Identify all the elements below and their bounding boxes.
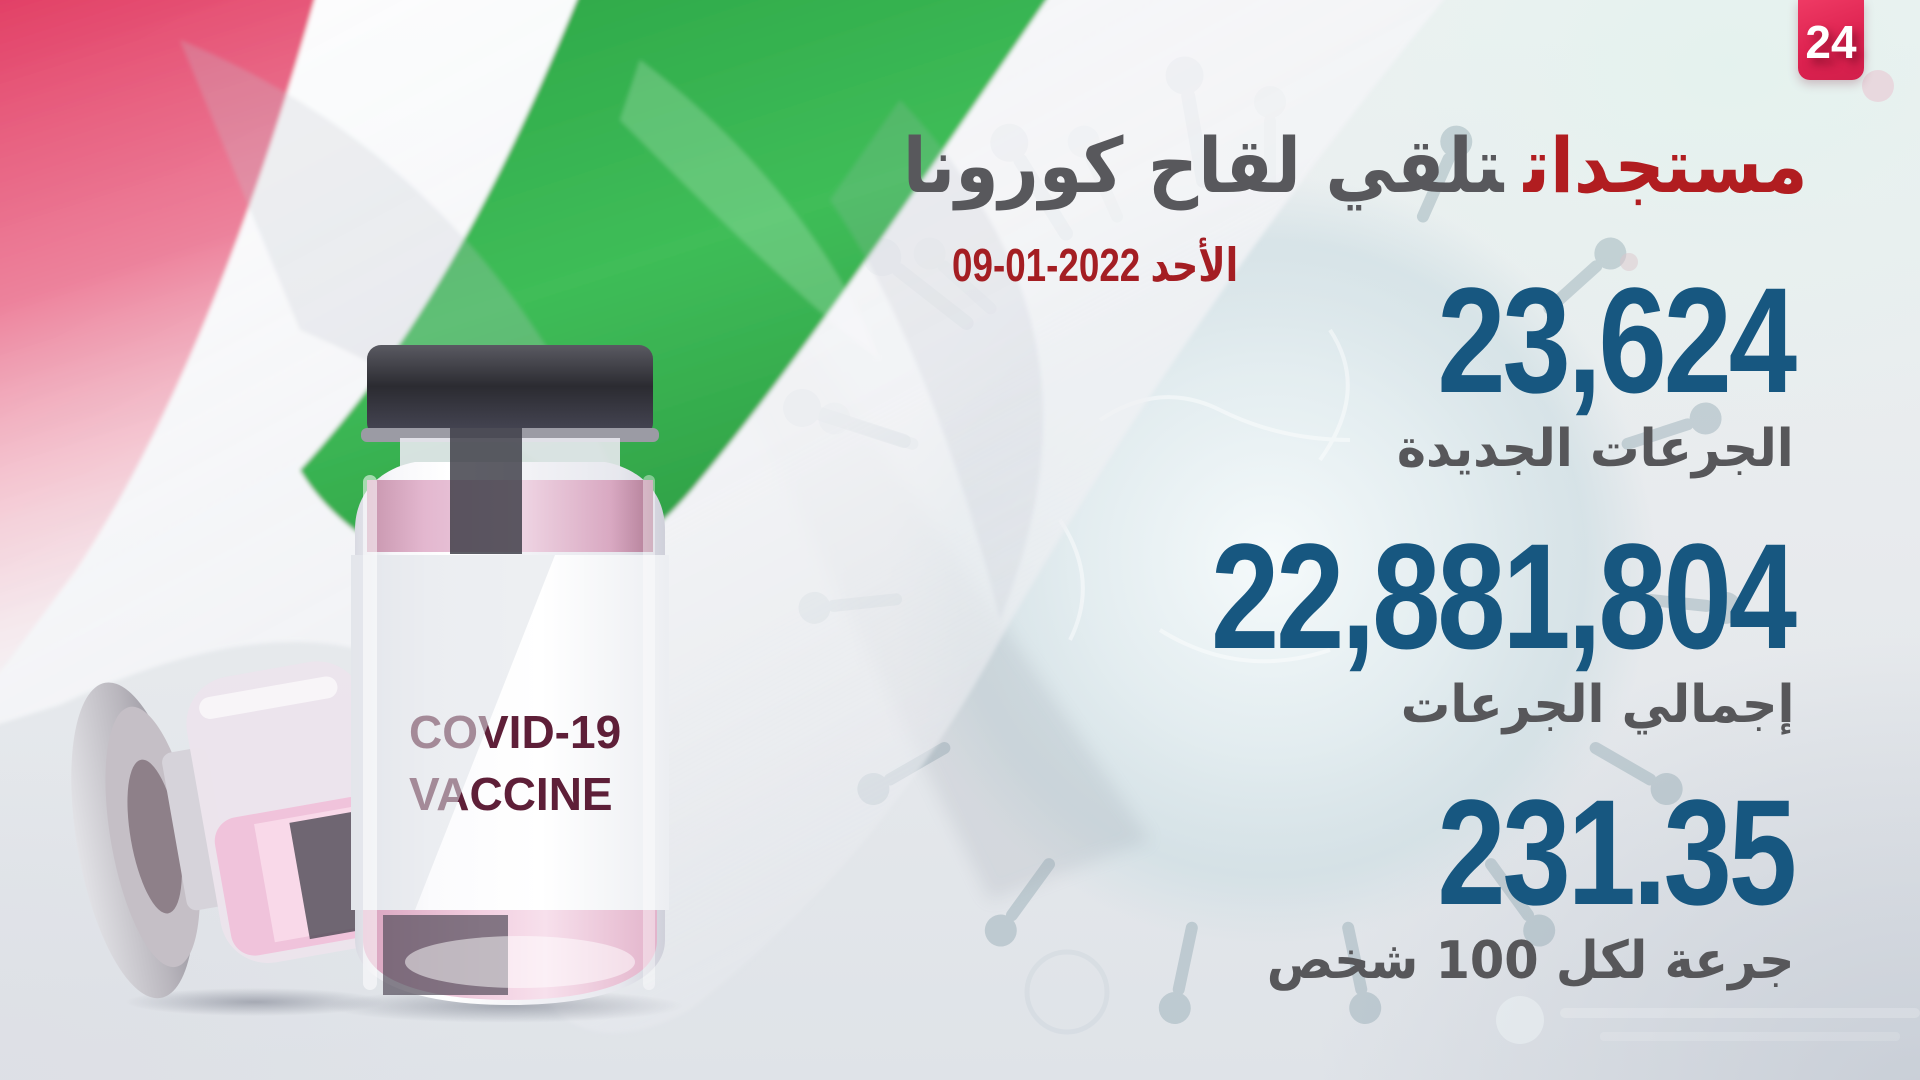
vial-bottom-shine [405, 936, 635, 988]
vial-label-shadow-overlay [351, 555, 555, 910]
stat-total-doses: 22,881,804 إجمالي الجرعات [1083, 512, 1797, 738]
vial-reflection-strip [450, 428, 522, 554]
vial-right-highlight [643, 475, 655, 990]
channel-24-logo: 24 [1798, 0, 1864, 80]
stat-label: جرعة لكل 100 شخص [1266, 931, 1794, 991]
title-rest: تلقي لقاح كورونا [902, 121, 1505, 210]
vaccine-vial-small [71, 661, 399, 999]
vial-small-highlight [199, 676, 338, 719]
flag-fold-shade-2 [830, 100, 1044, 620]
stat-value: 23,624 [1437, 256, 1797, 424]
vial-left-highlight [363, 475, 377, 990]
stat-value: 22,881,804 [1211, 512, 1797, 680]
flag-green-highlight [620, 60, 880, 360]
badge-label: 24 [1805, 16, 1857, 68]
stat-label: إجمالي الجرعات [1400, 675, 1794, 735]
stat-label: الجرعات الجديدة [1397, 419, 1794, 479]
vial-cap [367, 345, 653, 437]
date-label: الأحد 2022-01-09 [952, 239, 1239, 291]
stat-doses-per-100: 231.35 جرعة لكل 100 شخص [1239, 768, 1797, 994]
page-title: مستجداتتلقي لقاح كورونا [902, 118, 1809, 213]
title-highlight: مستجدات [1524, 121, 1809, 210]
stat-new-doses: 23,624 الجرعات الجديدة [1359, 256, 1797, 482]
vial-large-shadow [250, 982, 760, 1030]
vaccine-vial-large: COVID-19 VACCINE [351, 345, 669, 1005]
stat-value: 231.35 [1437, 768, 1797, 936]
stats-list: 23,624 الجرعات الجديدة 22,881,804 إجمالي… [1083, 256, 1797, 1040]
